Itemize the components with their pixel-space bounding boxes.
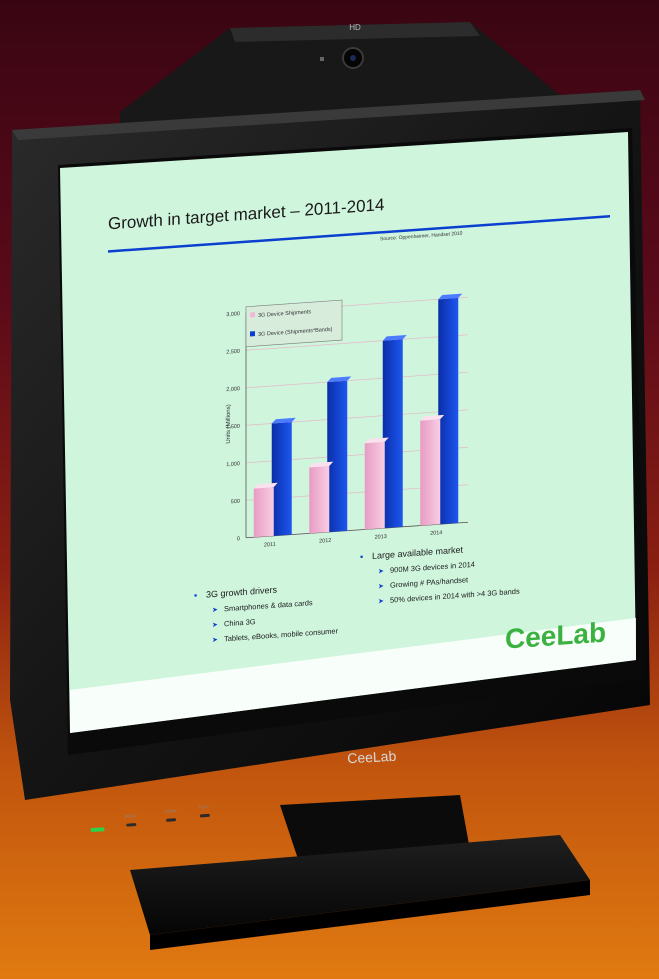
bar-top-pink	[420, 414, 445, 421]
screen	[58, 128, 645, 755]
menu-button[interactable]: MENU	[125, 813, 137, 819]
monitor-stand	[130, 795, 590, 950]
menu-button-icon	[126, 823, 137, 827]
legend-label-1: 3G Device Shipments	[258, 309, 311, 319]
zoom-button[interactable]: ZOOM	[164, 808, 176, 814]
chevron-right-icon: ➤	[378, 583, 384, 590]
bar-top-pink	[309, 461, 334, 468]
legend-swatch-pink	[250, 312, 255, 318]
left-sub-2: China 3G	[224, 617, 256, 628]
bar-shipments-2011	[253, 487, 274, 538]
y-axis-label: Units (Millions)	[226, 404, 232, 444]
slide-logo: CeeLab	[505, 617, 606, 655]
y-tick-label: 500	[231, 499, 240, 506]
legend-swatch-blue	[250, 331, 255, 337]
x-tick-label: 2014	[430, 530, 442, 537]
x-tick-label: 2011	[264, 542, 276, 549]
bar-shipments-bands-2012	[327, 380, 348, 533]
bar-top-blue	[327, 376, 352, 383]
legend: 3G Device Shipments 3G Device (Shipments…	[245, 299, 343, 348]
chevron-right-icon: ➤	[212, 607, 218, 614]
chevron-right-icon: ➤	[212, 622, 218, 629]
bar-top-blue	[438, 293, 463, 300]
bar-shipments-bands-2011	[271, 422, 292, 536]
gridline	[246, 334, 468, 351]
y-tick-label: 1,500	[226, 424, 240, 431]
legend-label-2: 3G Device (Shipments*Bands)	[258, 327, 333, 338]
bar-top-blue	[271, 417, 296, 424]
gridline	[246, 371, 468, 389]
control-panel: MENU ZOOM PLAY	[90, 804, 210, 833]
bar-shipments-bands-2014	[438, 297, 459, 525]
slide: Growth in target market – 2011-2014 Sour…	[108, 195, 610, 655]
bar-shipments-bands-2013	[382, 339, 403, 529]
y-tick-label: 2,500	[226, 349, 240, 356]
chevron-right-icon: ➤	[212, 637, 218, 644]
y-tick-label: 2,000	[226, 386, 240, 393]
bullet-dot-icon: ▪	[360, 552, 363, 562]
source-note: Source: Oppenheimer, Handset 2010	[380, 231, 463, 243]
y-tick-label: 1,000	[226, 461, 240, 468]
x-tick-label: 2013	[375, 534, 387, 541]
bar-shipments-2014	[420, 419, 441, 526]
camera-led-icon	[320, 57, 324, 61]
bar-chart: Units (Millions) 0 500 1,000 1,500 2,000 2,50…	[226, 293, 468, 549]
play-button[interactable]: PLAY	[199, 804, 210, 810]
y-tick-label: 0	[237, 536, 240, 542]
power-led-icon	[90, 827, 105, 833]
zoom-button-icon	[166, 818, 177, 822]
x-tick-label: 2012	[319, 538, 331, 545]
title-rule	[108, 215, 610, 253]
bar-shipments-2013	[364, 441, 385, 530]
bar-top-pink	[364, 437, 389, 444]
bar-top-pink	[253, 482, 278, 489]
bezel-brand-label: CeeLab	[347, 748, 397, 767]
play-button-icon	[199, 813, 210, 818]
chevron-right-icon: ➤	[378, 568, 384, 575]
hd-label: HD	[349, 23, 361, 32]
bar-top-blue	[382, 335, 407, 341]
chevron-right-icon: ➤	[378, 598, 384, 605]
y-tick-label: 3,000	[226, 311, 240, 318]
bar-shipments-2012	[309, 465, 330, 534]
slide-background	[60, 132, 636, 733]
bullet-dot-icon: ▪	[194, 590, 197, 600]
